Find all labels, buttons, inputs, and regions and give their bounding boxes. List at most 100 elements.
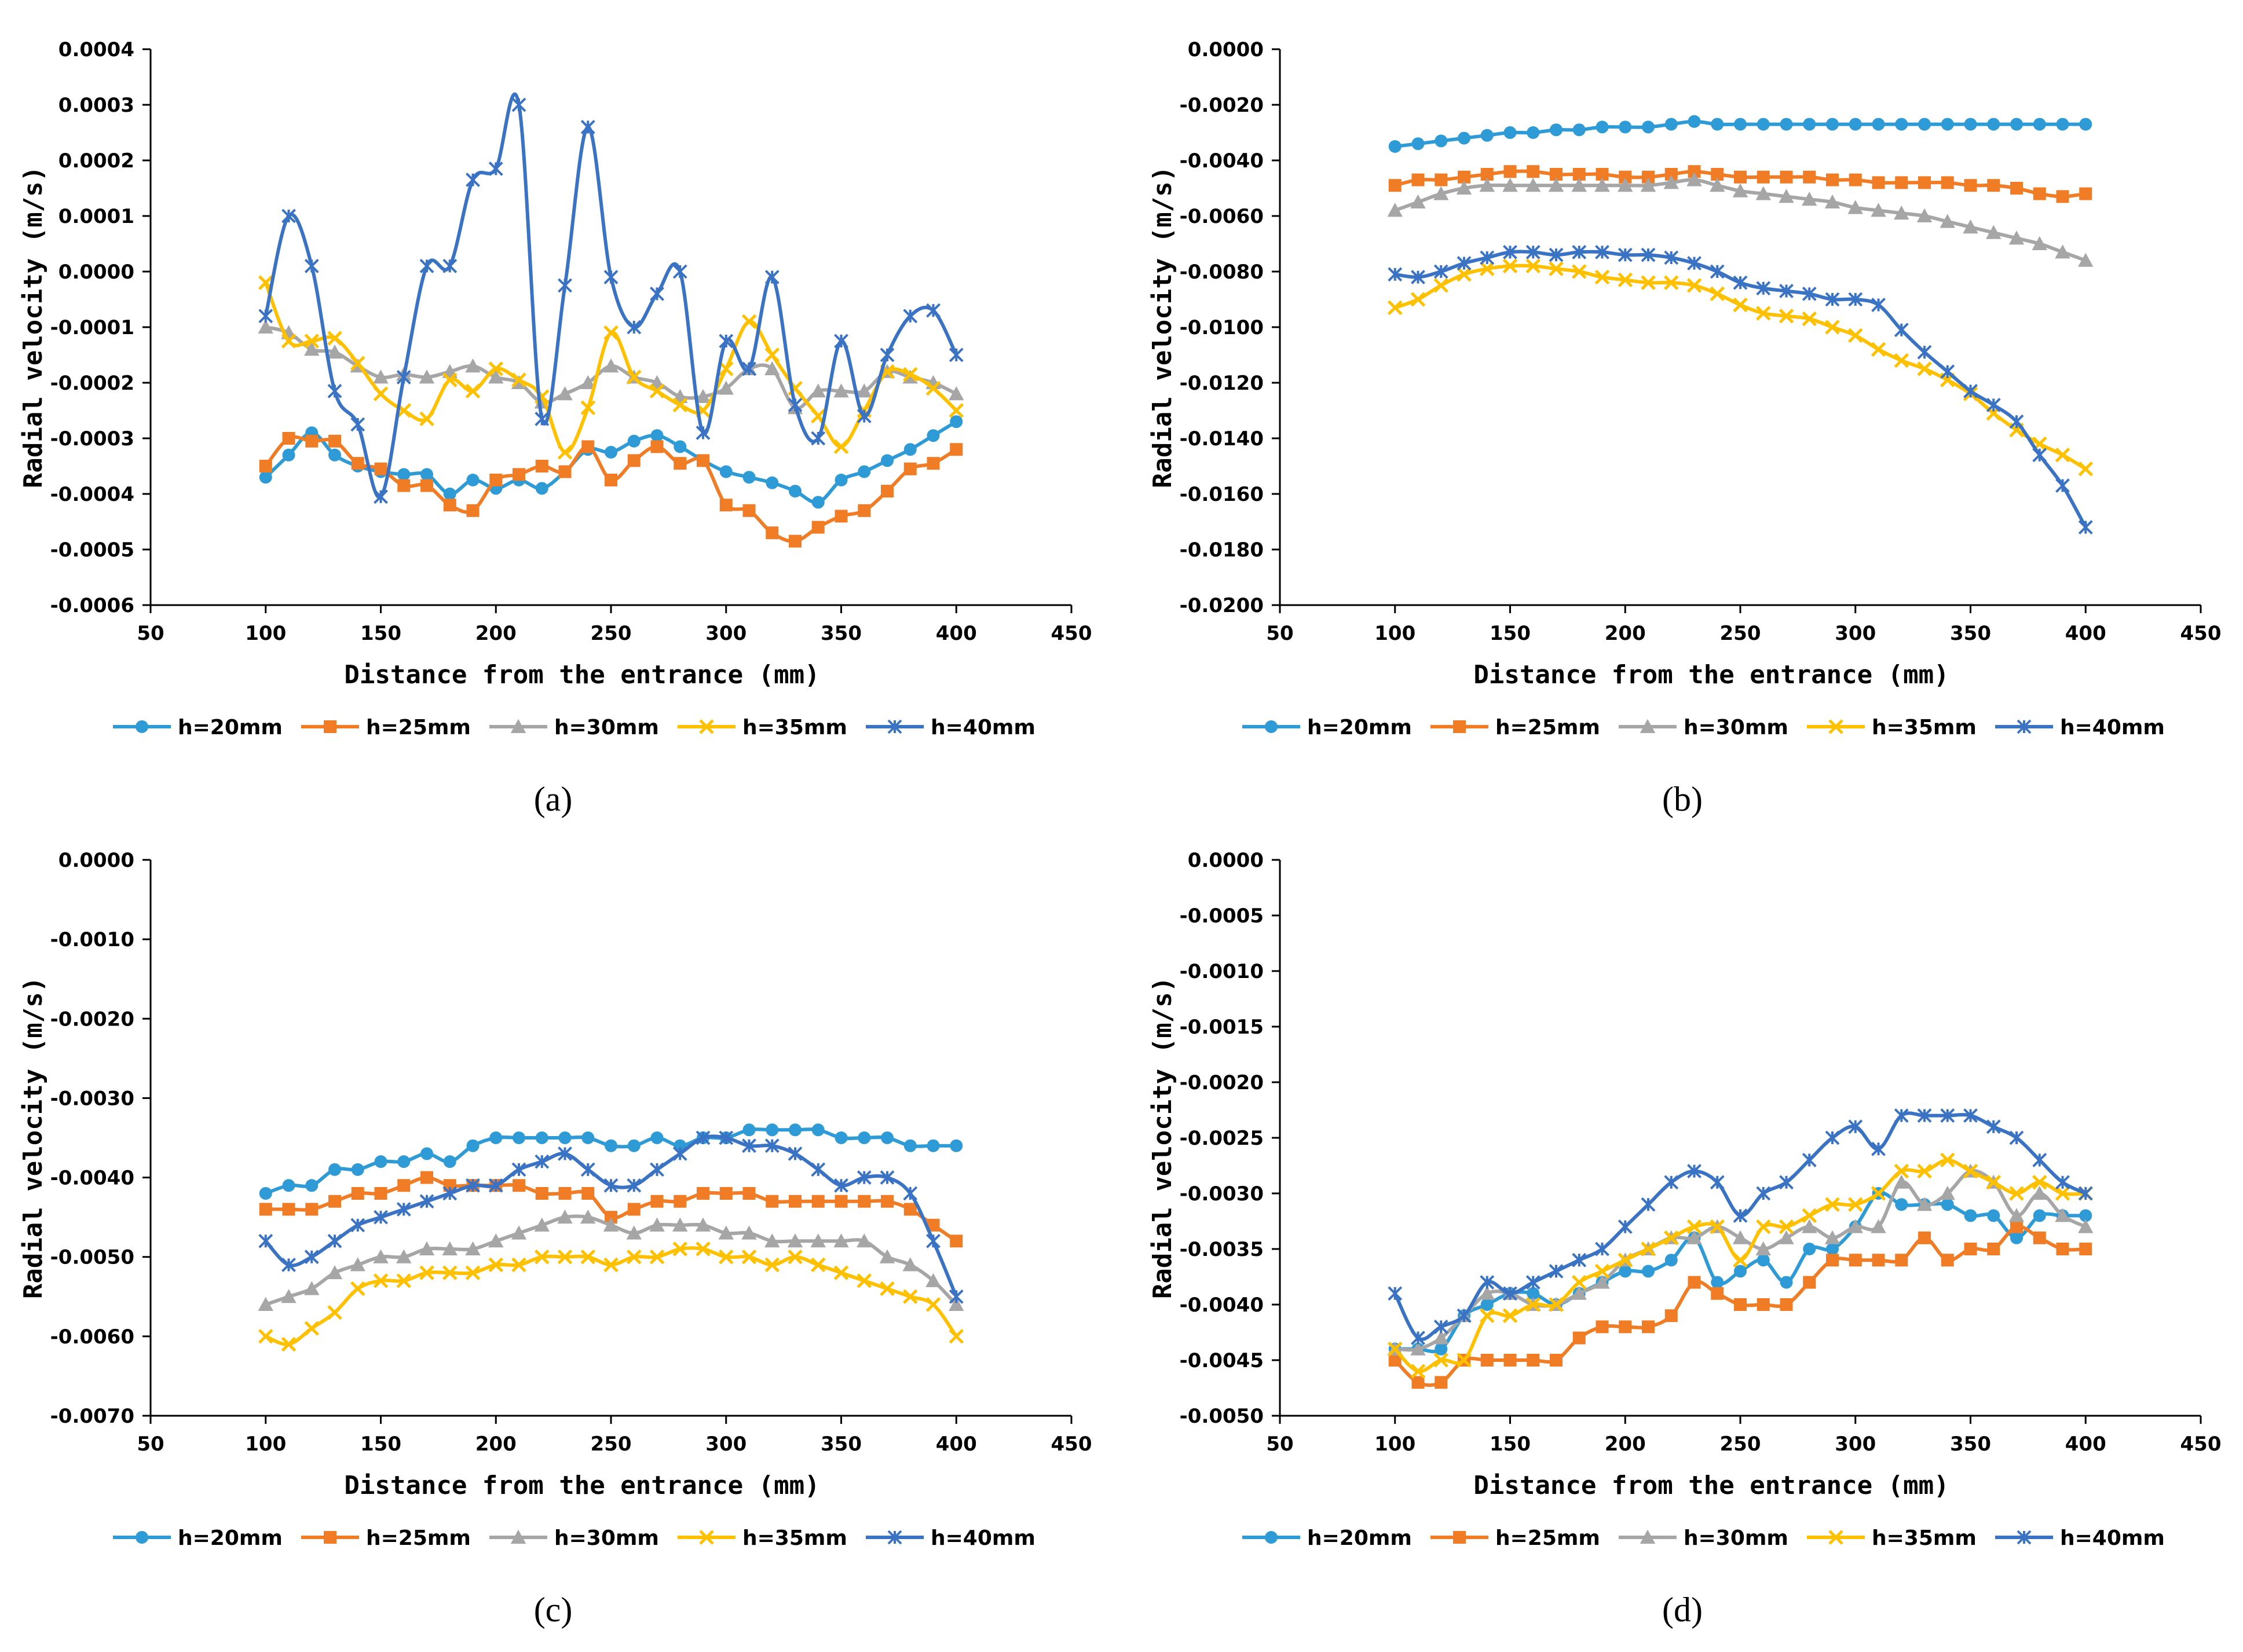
data-point — [603, 358, 619, 373]
data-point — [419, 411, 434, 427]
data-point — [374, 1187, 387, 1200]
legend-item: h=25mm — [1430, 1526, 1600, 1550]
data-point — [881, 1195, 894, 1208]
data-point — [1894, 1174, 1909, 1189]
data-point — [1824, 1230, 1840, 1244]
marker-stroke — [672, 1241, 688, 1257]
y-tick-label: -0.0045 — [1180, 1349, 1264, 1372]
data-point — [2078, 520, 2093, 535]
data-point — [374, 462, 387, 475]
data-point — [304, 258, 319, 273]
marker-stroke — [696, 1241, 711, 1257]
data-point — [649, 1217, 665, 1232]
data-point — [1824, 194, 1840, 208]
marker-stroke — [741, 314, 757, 329]
legend-item: h=25mm — [1430, 716, 1600, 739]
x-tick-label: 450 — [1051, 1433, 1092, 1456]
data-point — [2055, 244, 2070, 259]
data-point — [1826, 1254, 1839, 1267]
data-point — [949, 1296, 964, 1311]
marker-stroke — [465, 1265, 481, 1280]
series-h=40mm — [258, 1130, 964, 1304]
marker-stroke — [1594, 269, 1610, 285]
data-point — [1848, 292, 1863, 307]
marker-stroke — [488, 1257, 504, 1273]
data-point — [903, 309, 918, 324]
data-point — [350, 417, 365, 432]
data-point — [1388, 267, 1403, 282]
legend-marker — [136, 1531, 148, 1544]
data-point — [697, 454, 709, 467]
data-point — [879, 1249, 895, 1263]
data-point — [1755, 186, 1771, 200]
data-point — [881, 1131, 894, 1144]
data-point — [949, 1289, 964, 1304]
data-point — [397, 479, 411, 492]
data-point — [1479, 261, 1495, 276]
data-point — [1411, 270, 1425, 285]
panel-caption: (c) — [534, 1591, 573, 1629]
data-point — [374, 1210, 388, 1225]
series-h=35mm — [258, 1241, 964, 1352]
data-point — [2032, 1175, 2047, 1190]
data-point — [603, 1217, 619, 1232]
marker-stroke — [1549, 1297, 1564, 1312]
data-point — [1917, 1163, 1932, 1179]
data-point — [511, 97, 526, 112]
data-point — [1503, 1286, 1517, 1301]
data-point — [282, 1203, 295, 1216]
y-tick-label: -0.0020 — [1180, 94, 1264, 117]
data-point — [1964, 1209, 1977, 1222]
data-point — [833, 439, 849, 455]
data-point — [835, 474, 848, 486]
data-point — [1525, 258, 1541, 274]
data-point — [1711, 1287, 1724, 1300]
data-point — [1664, 1175, 1679, 1190]
data-point — [1525, 1275, 1541, 1290]
data-point — [511, 1162, 526, 1177]
data-point — [2033, 187, 2046, 200]
data-point — [304, 342, 320, 356]
data-point — [1411, 1376, 1425, 1389]
marker-stroke — [327, 1305, 342, 1320]
marker-stroke — [2055, 448, 2070, 463]
data-point — [1686, 1230, 1702, 1244]
data-point — [1480, 1275, 1495, 1290]
data-point — [949, 347, 964, 362]
data-point — [1940, 214, 1955, 228]
data-point — [1871, 1186, 1886, 1201]
data-point — [1734, 118, 1747, 131]
data-point — [1388, 179, 1402, 192]
data-point — [2032, 1152, 2047, 1167]
data-point — [1456, 180, 1472, 195]
data-point — [1986, 225, 2001, 239]
marker-stroke — [304, 334, 320, 349]
data-point — [741, 1249, 757, 1265]
marker-stroke — [580, 400, 596, 415]
data-point — [811, 431, 826, 446]
data-point — [258, 1329, 273, 1344]
data-point — [1457, 1353, 1472, 1368]
data-point — [1916, 1197, 1933, 1211]
x-axis-title: Distance from the entrance (mm) — [344, 660, 819, 690]
y-tick-label: -0.0060 — [50, 1325, 134, 1349]
legend-marker — [887, 719, 902, 734]
data-point — [719, 1187, 733, 1200]
data-point — [718, 380, 734, 395]
legend-item: h=20mm — [1242, 1526, 1412, 1550]
data-point — [834, 334, 848, 349]
data-point — [373, 1273, 389, 1288]
data-point — [1802, 192, 1817, 206]
legend-label: h=35mm — [1872, 1526, 1977, 1550]
x-tick-label: 450 — [2180, 622, 2222, 645]
legend-marker — [1828, 1530, 1843, 1545]
legend-item: h=40mm — [1995, 716, 2165, 739]
marker-stroke — [1825, 1197, 1840, 1212]
data-point — [766, 476, 779, 489]
data-point — [1964, 179, 1977, 192]
data-point — [1549, 261, 1564, 276]
data-point — [811, 496, 825, 509]
data-point — [419, 258, 434, 273]
data-point — [950, 443, 963, 456]
data-point — [1734, 1265, 1747, 1278]
